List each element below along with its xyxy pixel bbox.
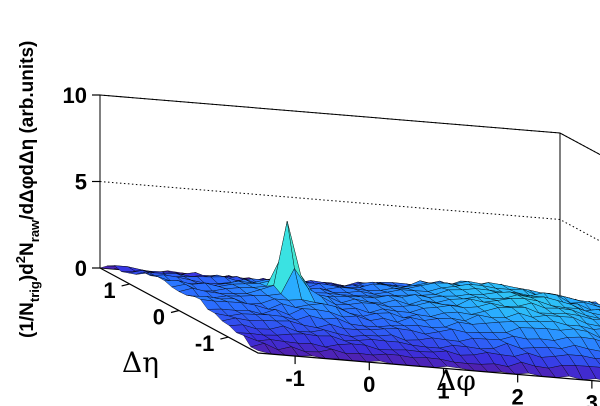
y-tick bbox=[170, 309, 180, 314]
z-axis-title: (1/Ntrig)d2Nraw/dΔφdΔη (arb.units) bbox=[13, 41, 42, 338]
surface-mesh bbox=[99, 221, 600, 381]
box-top-back-edge bbox=[99, 94, 600, 156]
box-floor-front-edge bbox=[99, 267, 600, 382]
z-tick-label: 0 bbox=[75, 256, 87, 281]
y-tick-label: 0 bbox=[153, 305, 165, 330]
frame-front bbox=[99, 267, 600, 382]
x-tick-label: 0 bbox=[363, 372, 375, 397]
x-tick-label: -1 bbox=[285, 366, 305, 391]
y-tick-label: -1 bbox=[195, 331, 215, 356]
z-gridline bbox=[99, 94, 600, 156]
x-tick-label: 2 bbox=[512, 384, 524, 406]
y-tick bbox=[121, 283, 130, 287]
z-tick-label: 5 bbox=[75, 170, 87, 195]
y-tick bbox=[220, 336, 229, 340]
y-axis-title: Δη bbox=[122, 346, 159, 379]
x-axis-title: Δφ bbox=[436, 364, 476, 397]
y-tick-label: 1 bbox=[103, 278, 115, 303]
x-tick-label: 3 bbox=[586, 391, 598, 406]
x-tick-label: 1 bbox=[437, 378, 449, 403]
axis-labels: Δφ Δη (1/Ntrig)d2Nraw/dΔφdΔη (arb.units) bbox=[13, 41, 476, 397]
z-tick-label: 10 bbox=[63, 83, 87, 108]
